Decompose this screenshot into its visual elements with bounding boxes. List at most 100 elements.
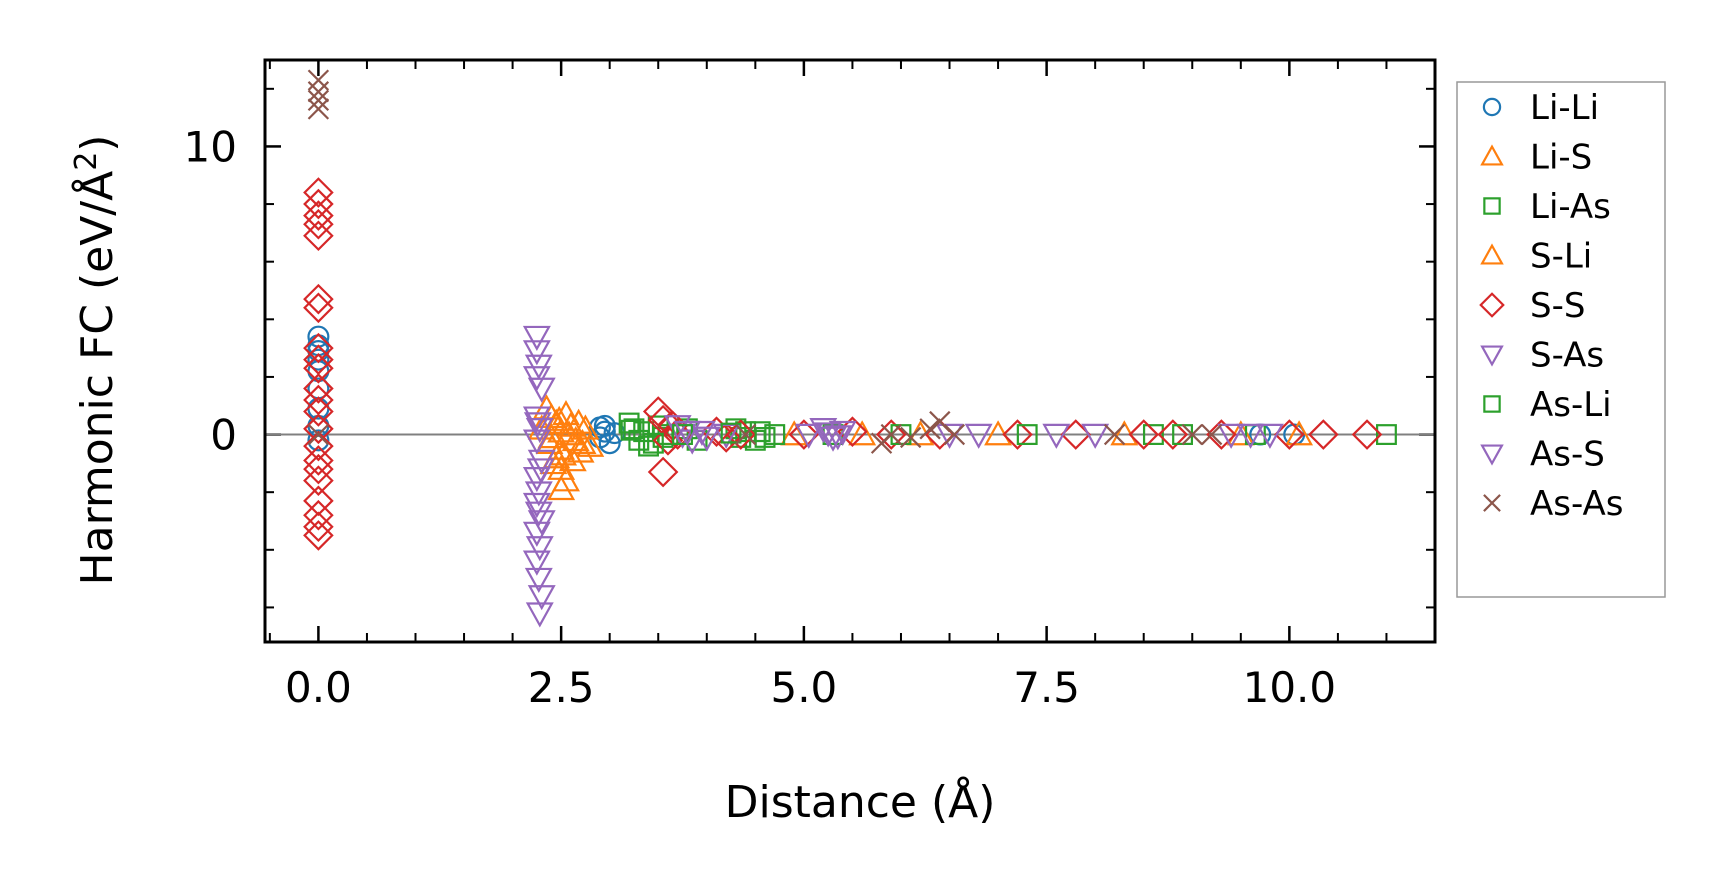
series-s-as bbox=[522, 325, 1284, 628]
data-point bbox=[303, 332, 334, 364]
y-axis-label-superscript: 2 bbox=[69, 152, 104, 171]
data-point bbox=[943, 423, 966, 446]
legend-entry: As-As bbox=[1483, 484, 1623, 524]
x-tick-label: 7.5 bbox=[1013, 663, 1080, 712]
data-point bbox=[809, 418, 838, 444]
legend-label: Li-Li bbox=[1530, 88, 1599, 128]
data-point bbox=[558, 446, 587, 472]
data-point bbox=[568, 428, 597, 454]
x-marker-stroke bbox=[929, 410, 951, 433]
data-point bbox=[1376, 424, 1397, 446]
x-tick-label: 5.0 bbox=[770, 663, 837, 712]
data-point bbox=[828, 420, 857, 447]
data-point bbox=[935, 423, 964, 449]
legend-entry: Li-S bbox=[1480, 138, 1592, 178]
data-point bbox=[303, 453, 334, 485]
data-point bbox=[1236, 423, 1265, 449]
data-point bbox=[900, 426, 922, 449]
data-point bbox=[1201, 423, 1223, 446]
data-point bbox=[1081, 423, 1110, 449]
data-point bbox=[522, 492, 551, 519]
legend-label: As-S bbox=[1530, 435, 1605, 475]
legend-entry: S-As bbox=[1480, 336, 1604, 376]
legend-marker bbox=[1483, 197, 1501, 215]
series-li-s bbox=[532, 394, 1314, 501]
legend-marker bbox=[1482, 97, 1502, 117]
x-marker-stroke bbox=[900, 426, 922, 449]
legend-entry: S-Li bbox=[1480, 237, 1592, 277]
y-axis-label: Harmonic FC (eV/Å2) bbox=[69, 135, 123, 586]
data-point bbox=[720, 422, 742, 444]
x-marker-stroke bbox=[734, 423, 757, 446]
data-point bbox=[303, 445, 334, 476]
data-point bbox=[929, 410, 951, 433]
data-point bbox=[687, 420, 716, 447]
y-axis-label-main: Harmonic FC (eV/Å bbox=[70, 171, 123, 586]
data-point bbox=[307, 348, 330, 371]
data-point bbox=[964, 423, 993, 449]
legend-label: Li-As bbox=[1530, 187, 1611, 227]
data-point bbox=[814, 422, 843, 448]
data-points bbox=[303, 69, 1397, 628]
data-point bbox=[524, 567, 553, 593]
legend-marker bbox=[1480, 444, 1504, 466]
legend-marker bbox=[1480, 345, 1504, 367]
data-point bbox=[303, 520, 334, 551]
data-point bbox=[303, 396, 334, 427]
data-point bbox=[880, 423, 902, 446]
data-point bbox=[303, 220, 334, 252]
data-point bbox=[642, 432, 664, 454]
x-tick-label: 10.0 bbox=[1243, 663, 1337, 712]
legend-entry: As-S bbox=[1480, 435, 1605, 475]
data-point bbox=[647, 456, 679, 488]
data-point bbox=[1142, 424, 1164, 446]
data-point bbox=[794, 423, 823, 449]
data-point bbox=[875, 419, 907, 450]
x-marker-stroke bbox=[307, 69, 330, 91]
legend-marker bbox=[1479, 292, 1505, 318]
legend-frame bbox=[1456, 81, 1666, 598]
data-point bbox=[307, 423, 330, 446]
data-point bbox=[303, 373, 334, 404]
data-point bbox=[1217, 423, 1246, 449]
data-point bbox=[307, 69, 330, 91]
legend-entry: S-S bbox=[1479, 286, 1585, 326]
data-point bbox=[1002, 419, 1033, 450]
data-point bbox=[692, 426, 721, 452]
x-marker-stroke bbox=[307, 89, 330, 112]
data-point bbox=[526, 458, 555, 484]
data-point bbox=[576, 431, 605, 457]
x-marker-stroke bbox=[919, 418, 941, 440]
data-point bbox=[1128, 419, 1160, 450]
data-point bbox=[307, 89, 330, 112]
data-point bbox=[527, 377, 556, 403]
y-tick-label: 10 bbox=[184, 122, 237, 171]
x-marker-stroke bbox=[307, 423, 330, 446]
data-point bbox=[303, 511, 334, 543]
legend-label: S-As bbox=[1530, 336, 1604, 376]
data-point bbox=[303, 177, 334, 208]
data-point bbox=[522, 325, 551, 351]
data-point bbox=[303, 200, 334, 231]
data-point bbox=[788, 419, 820, 450]
minor-ticks bbox=[265, 60, 1436, 642]
legend-marker bbox=[1480, 144, 1504, 166]
data-point bbox=[307, 98, 330, 120]
legend-label: As-As bbox=[1530, 484, 1623, 524]
data-point bbox=[754, 426, 776, 448]
data-point bbox=[919, 418, 941, 440]
data-point bbox=[303, 499, 334, 531]
x-marker-stroke bbox=[880, 423, 902, 446]
data-point bbox=[303, 188, 334, 220]
x-tick-label: 0.0 bbox=[285, 663, 352, 712]
data-point bbox=[522, 340, 551, 366]
legend-entry: Li-Li bbox=[1482, 88, 1599, 128]
data-point bbox=[712, 423, 741, 449]
data-point bbox=[524, 501, 553, 527]
data-point bbox=[527, 585, 556, 611]
data-point bbox=[1042, 423, 1071, 449]
legend-marker bbox=[1483, 494, 1501, 512]
legend-marker bbox=[1483, 395, 1501, 413]
legend-label: As-Li bbox=[1530, 385, 1612, 425]
